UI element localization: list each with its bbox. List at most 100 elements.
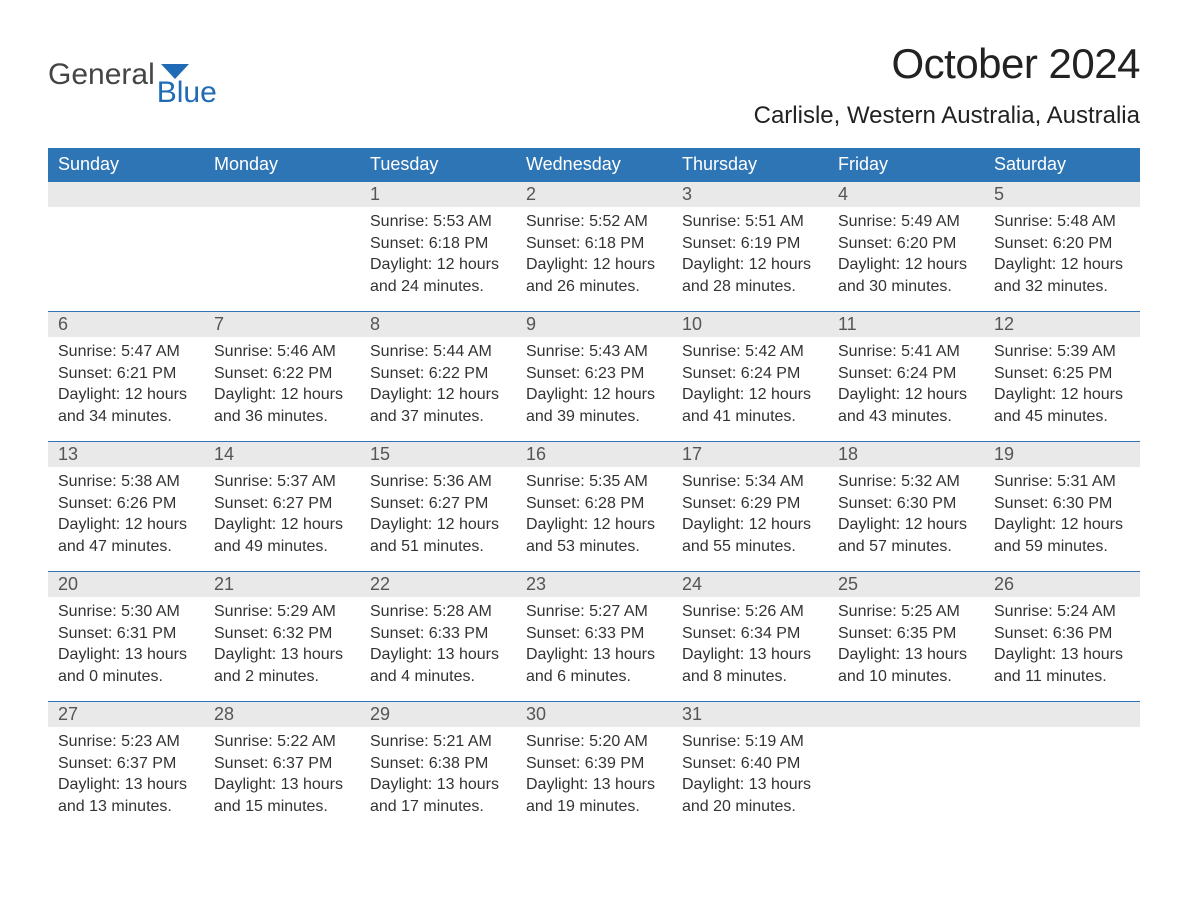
day-sunrise: Sunrise: 5:21 AM (370, 731, 506, 753)
day-sunrise: Sunrise: 5:39 AM (994, 341, 1130, 363)
day-daylight2: and 0 minutes. (58, 666, 194, 688)
day-daylight2: and 34 minutes. (58, 406, 194, 428)
day-sunrise: Sunrise: 5:29 AM (214, 601, 350, 623)
calendar-week-row: 1Sunrise: 5:53 AMSunset: 6:18 PMDaylight… (48, 182, 1140, 312)
day-sunrise: Sunrise: 5:38 AM (58, 471, 194, 493)
calendar-cell: 20Sunrise: 5:30 AMSunset: 6:31 PMDayligh… (48, 572, 204, 702)
calendar-week-row: 20Sunrise: 5:30 AMSunset: 6:31 PMDayligh… (48, 572, 1140, 702)
day-sunset: Sunset: 6:18 PM (370, 233, 506, 255)
day-daylight2: and 15 minutes. (214, 796, 350, 818)
day-header: Thursday (672, 148, 828, 182)
calendar-cell: 1Sunrise: 5:53 AMSunset: 6:18 PMDaylight… (360, 182, 516, 312)
day-daylight1: Daylight: 13 hours (994, 644, 1130, 666)
day-sunrise: Sunrise: 5:41 AM (838, 341, 974, 363)
day-sunset: Sunset: 6:27 PM (370, 493, 506, 515)
calendar-cell: 23Sunrise: 5:27 AMSunset: 6:33 PMDayligh… (516, 572, 672, 702)
day-daylight1: Daylight: 12 hours (526, 514, 662, 536)
day-sunrise: Sunrise: 5:36 AM (370, 471, 506, 493)
day-daylight1: Daylight: 12 hours (370, 254, 506, 276)
day-sunrise: Sunrise: 5:28 AM (370, 601, 506, 623)
day-daylight2: and 32 minutes. (994, 276, 1130, 298)
calendar-cell (204, 182, 360, 312)
day-daylight2: and 51 minutes. (370, 536, 506, 558)
day-number: 8 (360, 312, 516, 337)
day-sunset: Sunset: 6:26 PM (58, 493, 194, 515)
calendar-cell: 31Sunrise: 5:19 AMSunset: 6:40 PMDayligh… (672, 702, 828, 832)
day-daylight2: and 45 minutes. (994, 406, 1130, 428)
calendar-cell: 16Sunrise: 5:35 AMSunset: 6:28 PMDayligh… (516, 442, 672, 572)
day-number: 15 (360, 442, 516, 467)
day-daylight2: and 36 minutes. (214, 406, 350, 428)
day-sunset: Sunset: 6:30 PM (838, 493, 974, 515)
day-body: Sunrise: 5:26 AMSunset: 6:34 PMDaylight:… (672, 597, 828, 693)
day-daylight1: Daylight: 13 hours (370, 774, 506, 796)
calendar-cell (828, 702, 984, 832)
calendar-cell: 17Sunrise: 5:34 AMSunset: 6:29 PMDayligh… (672, 442, 828, 572)
day-sunrise: Sunrise: 5:53 AM (370, 211, 506, 233)
day-sunrise: Sunrise: 5:27 AM (526, 601, 662, 623)
day-number: 27 (48, 702, 204, 727)
calendar-cell: 18Sunrise: 5:32 AMSunset: 6:30 PMDayligh… (828, 442, 984, 572)
day-daylight1: Daylight: 13 hours (526, 774, 662, 796)
day-body: Sunrise: 5:39 AMSunset: 6:25 PMDaylight:… (984, 337, 1140, 433)
day-body: Sunrise: 5:29 AMSunset: 6:32 PMDaylight:… (204, 597, 360, 693)
calendar-week-row: 27Sunrise: 5:23 AMSunset: 6:37 PMDayligh… (48, 702, 1140, 832)
day-number: 11 (828, 312, 984, 337)
day-daylight2: and 10 minutes. (838, 666, 974, 688)
day-body: Sunrise: 5:48 AMSunset: 6:20 PMDaylight:… (984, 207, 1140, 303)
day-sunset: Sunset: 6:31 PM (58, 623, 194, 645)
day-daylight2: and 49 minutes. (214, 536, 350, 558)
day-daylight1: Daylight: 12 hours (838, 384, 974, 406)
day-sunset: Sunset: 6:39 PM (526, 753, 662, 775)
day-body: Sunrise: 5:23 AMSunset: 6:37 PMDaylight:… (48, 727, 204, 823)
day-number: 14 (204, 442, 360, 467)
day-body: Sunrise: 5:32 AMSunset: 6:30 PMDaylight:… (828, 467, 984, 563)
day-daylight2: and 37 minutes. (370, 406, 506, 428)
calendar-cell: 11Sunrise: 5:41 AMSunset: 6:24 PMDayligh… (828, 312, 984, 442)
day-sunrise: Sunrise: 5:24 AM (994, 601, 1130, 623)
day-body: Sunrise: 5:38 AMSunset: 6:26 PMDaylight:… (48, 467, 204, 563)
calendar-cell: 7Sunrise: 5:46 AMSunset: 6:22 PMDaylight… (204, 312, 360, 442)
day-daylight1: Daylight: 13 hours (682, 644, 818, 666)
day-sunrise: Sunrise: 5:25 AM (838, 601, 974, 623)
calendar-cell: 13Sunrise: 5:38 AMSunset: 6:26 PMDayligh… (48, 442, 204, 572)
calendar-cell: 8Sunrise: 5:44 AMSunset: 6:22 PMDaylight… (360, 312, 516, 442)
day-daylight1: Daylight: 12 hours (994, 384, 1130, 406)
day-sunset: Sunset: 6:23 PM (526, 363, 662, 385)
day-sunrise: Sunrise: 5:42 AM (682, 341, 818, 363)
calendar-cell: 10Sunrise: 5:42 AMSunset: 6:24 PMDayligh… (672, 312, 828, 442)
day-daylight1: Daylight: 13 hours (58, 774, 194, 796)
day-body: Sunrise: 5:35 AMSunset: 6:28 PMDaylight:… (516, 467, 672, 563)
day-daylight2: and 24 minutes. (370, 276, 506, 298)
day-daylight1: Daylight: 12 hours (214, 514, 350, 536)
day-daylight2: and 43 minutes. (838, 406, 974, 428)
day-daylight2: and 20 minutes. (682, 796, 818, 818)
day-number: 18 (828, 442, 984, 467)
day-number (48, 182, 204, 207)
calendar-week-row: 13Sunrise: 5:38 AMSunset: 6:26 PMDayligh… (48, 442, 1140, 572)
day-number: 5 (984, 182, 1140, 207)
day-daylight1: Daylight: 12 hours (370, 384, 506, 406)
day-body: Sunrise: 5:36 AMSunset: 6:27 PMDaylight:… (360, 467, 516, 563)
day-daylight1: Daylight: 12 hours (838, 514, 974, 536)
day-daylight1: Daylight: 12 hours (58, 384, 194, 406)
day-body: Sunrise: 5:52 AMSunset: 6:18 PMDaylight:… (516, 207, 672, 303)
day-sunset: Sunset: 6:30 PM (994, 493, 1130, 515)
day-sunset: Sunset: 6:24 PM (682, 363, 818, 385)
calendar-cell: 19Sunrise: 5:31 AMSunset: 6:30 PMDayligh… (984, 442, 1140, 572)
day-daylight1: Daylight: 13 hours (214, 774, 350, 796)
day-number: 13 (48, 442, 204, 467)
day-sunset: Sunset: 6:36 PM (994, 623, 1130, 645)
day-sunrise: Sunrise: 5:20 AM (526, 731, 662, 753)
day-sunset: Sunset: 6:20 PM (994, 233, 1130, 255)
day-number: 21 (204, 572, 360, 597)
day-daylight1: Daylight: 12 hours (370, 514, 506, 536)
day-number (984, 702, 1140, 727)
header: General Blue October 2024 Carlisle, West… (48, 40, 1140, 142)
day-header: Wednesday (516, 148, 672, 182)
day-number: 23 (516, 572, 672, 597)
day-sunset: Sunset: 6:25 PM (994, 363, 1130, 385)
calendar-cell: 29Sunrise: 5:21 AMSunset: 6:38 PMDayligh… (360, 702, 516, 832)
day-daylight1: Daylight: 12 hours (214, 384, 350, 406)
day-body: Sunrise: 5:30 AMSunset: 6:31 PMDaylight:… (48, 597, 204, 693)
